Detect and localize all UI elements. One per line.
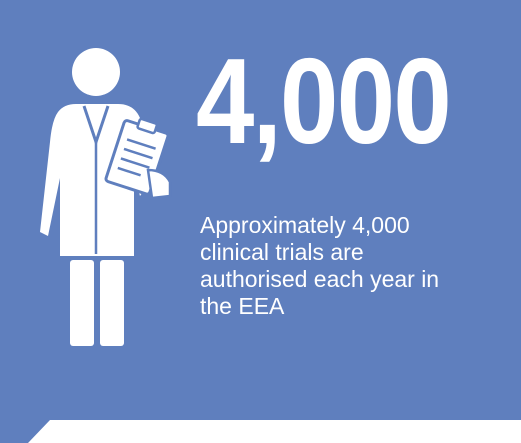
headline-number: 4,000 xyxy=(196,33,452,169)
caption-text: Approximately 4,000 clinical trials are … xyxy=(200,212,440,319)
doctor-with-clipboard-icon xyxy=(40,46,180,346)
